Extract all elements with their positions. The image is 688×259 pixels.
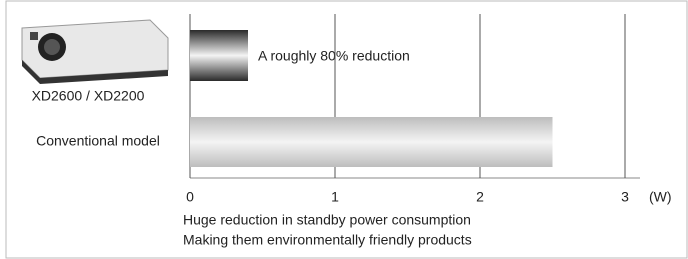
x-tick-label: 1 bbox=[331, 189, 339, 205]
bar bbox=[190, 30, 248, 81]
x-axis-label: (W) bbox=[649, 189, 672, 205]
x-tick-label: 2 bbox=[476, 189, 484, 205]
x-tick-label: 0 bbox=[186, 189, 194, 205]
x-tick-label: 3 bbox=[621, 189, 629, 205]
chart: A roughly 80% reduction (W) Huge reducti… bbox=[0, 0, 688, 259]
category-label: XD2600 / XD2200 bbox=[32, 88, 145, 104]
page: A roughly 80% reduction (W) Huge reducti… bbox=[0, 0, 688, 259]
annotation: A roughly 80% reduction bbox=[258, 48, 410, 64]
bar bbox=[190, 117, 553, 167]
note: Making them environmentally friendly pro… bbox=[183, 232, 472, 248]
category-label: Conventional model bbox=[36, 133, 160, 149]
projector-icon bbox=[22, 20, 168, 84]
note: Huge reduction in standby power consumpt… bbox=[183, 212, 471, 228]
